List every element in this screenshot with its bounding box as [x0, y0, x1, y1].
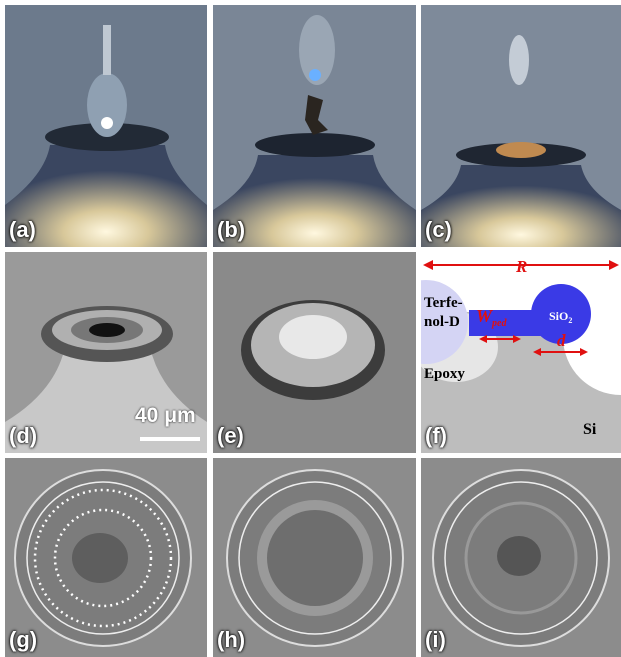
panel-label: (g) [9, 627, 37, 653]
sem-panel: (h) [213, 458, 416, 657]
panel-label: (b) [217, 217, 245, 243]
panel-label: (e) [217, 423, 244, 449]
annotation: R [515, 257, 527, 276]
sem-panel: (g) [5, 458, 207, 657]
annotation: nol-D [424, 314, 460, 330]
annotation: 2 [568, 316, 572, 325]
panel-label: (f) [425, 423, 447, 449]
sem-panel: (e) [213, 252, 416, 453]
panel-label: (c) [425, 217, 452, 243]
annotation: SiO [549, 309, 568, 323]
schematic-panel: R Terfe- nol-D Wped SiO2 d Epoxy Si (f) [421, 252, 621, 453]
figure: (a) (b) (c) 40 μm (d) (e) R Terfe- nol-D … [0, 0, 621, 657]
sem-panel: (i) [421, 458, 621, 657]
photo-panel: (c) [421, 5, 621, 247]
annotation: Terfe- [424, 295, 463, 311]
panel-label: (d) [9, 423, 37, 449]
annotation: d [557, 331, 566, 350]
photo-panel: (a) [5, 5, 207, 247]
panel-label: (h) [217, 627, 245, 653]
panel-label: (i) [425, 627, 446, 653]
annotation: ped [491, 318, 507, 329]
scale-bar-label: 40 μm [135, 404, 196, 428]
panel-label: (a) [9, 217, 36, 243]
annotation: Si [583, 421, 597, 438]
photo-panel: (b) [213, 5, 416, 247]
sem-panel: 40 μm (d) [5, 252, 207, 453]
annotation: Epoxy [424, 366, 465, 382]
